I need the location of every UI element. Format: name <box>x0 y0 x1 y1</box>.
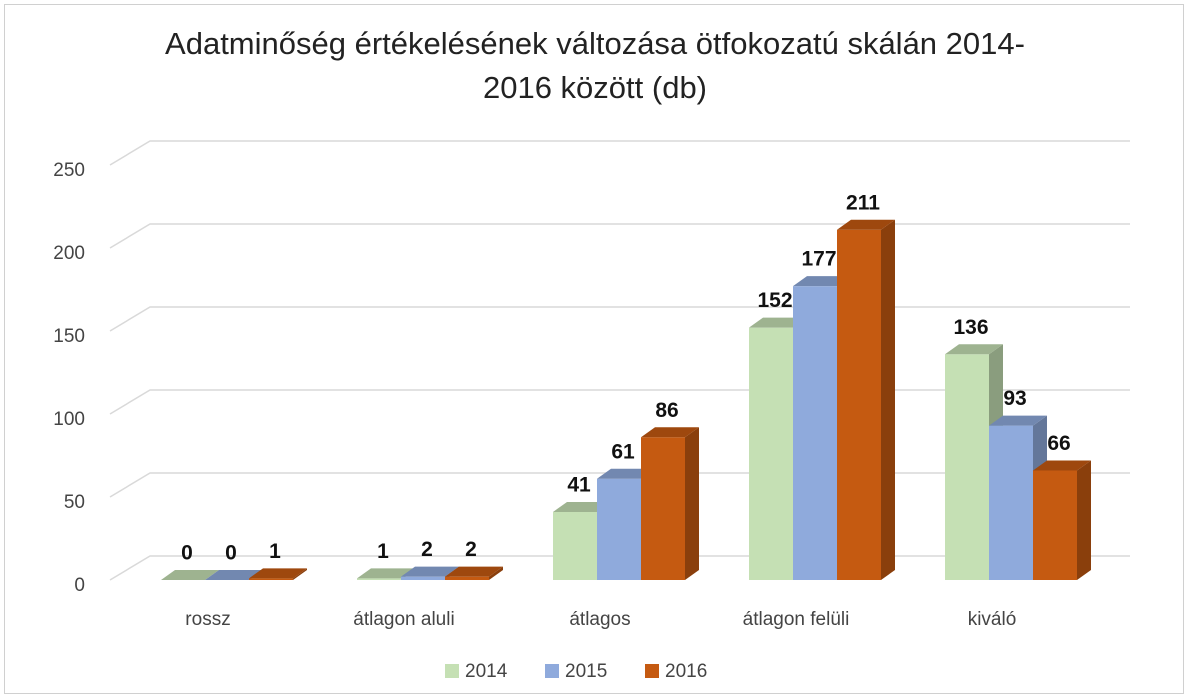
data-label: 177 <box>801 248 836 271</box>
x-tick-label: kiváló <box>968 609 1017 630</box>
legend-label: 2014 <box>465 661 508 682</box>
y-tick-label: 250 <box>53 160 85 181</box>
bar-top <box>357 568 415 579</box>
data-label: 41 <box>567 473 591 496</box>
y-tick-label: 100 <box>53 409 85 430</box>
data-label: 211 <box>846 191 880 214</box>
data-label: 0 <box>225 542 237 565</box>
x-tick-label: rossz <box>185 609 230 630</box>
y-tick-label: 50 <box>64 492 85 513</box>
x-tick-label: átlagos <box>569 609 630 630</box>
y-tick-label: 200 <box>53 243 85 264</box>
bar-side <box>1077 460 1091 580</box>
data-label: 1 <box>269 540 281 563</box>
bar <box>249 578 293 580</box>
bar <box>1033 470 1077 580</box>
data-label: 66 <box>1047 432 1070 455</box>
data-label: 61 <box>611 440 635 463</box>
chart-border <box>4 4 1184 694</box>
bar-top <box>945 344 1003 355</box>
bar <box>793 286 837 580</box>
bar-side <box>685 427 699 580</box>
bar-top <box>597 468 655 479</box>
bar-top <box>553 501 611 512</box>
bar-side <box>489 566 503 580</box>
grid-line <box>109 140 1130 166</box>
bar-top <box>161 570 219 580</box>
bar <box>749 327 793 580</box>
data-label: 0 <box>181 542 193 565</box>
legend-label: 2015 <box>565 661 607 682</box>
bar-top <box>989 415 1047 426</box>
bar-side <box>881 219 895 581</box>
bar <box>945 354 989 580</box>
bar <box>357 578 401 580</box>
data-label: 86 <box>655 399 678 422</box>
bar <box>553 511 597 580</box>
bar-top <box>793 276 851 287</box>
bar-side <box>293 568 307 580</box>
bar <box>401 576 445 580</box>
bar <box>989 425 1033 580</box>
y-tick-label: 0 <box>74 575 85 596</box>
grid-line <box>109 223 1130 249</box>
bar <box>641 437 685 580</box>
bar-top <box>1033 460 1091 471</box>
legend-label: 2016 <box>665 661 707 682</box>
data-label: 2 <box>421 538 433 561</box>
legend-swatch <box>645 664 659 678</box>
bar-top <box>749 317 807 328</box>
y-tick-label: 150 <box>53 326 85 347</box>
bar-top <box>837 219 895 230</box>
bar <box>445 576 489 580</box>
bar-top <box>401 566 459 577</box>
legend-swatch <box>445 664 459 678</box>
data-label: 2 <box>465 538 477 561</box>
data-label: 93 <box>1003 387 1026 410</box>
bar <box>597 478 641 580</box>
bar-top <box>205 570 263 580</box>
bar-top <box>641 427 699 438</box>
data-label: 1 <box>377 540 389 563</box>
x-tick-label: átlagon felüli <box>743 609 850 630</box>
data-label: 152 <box>757 289 792 312</box>
bar-top <box>445 566 503 577</box>
x-tick-label: átlagon aluli <box>353 609 454 630</box>
bar <box>837 229 881 581</box>
data-label: 136 <box>953 316 988 339</box>
chart-title: Adatminőség értékelésének változása ötfo… <box>165 26 1025 105</box>
bar-top <box>249 568 307 579</box>
legend-swatch <box>545 664 559 678</box>
